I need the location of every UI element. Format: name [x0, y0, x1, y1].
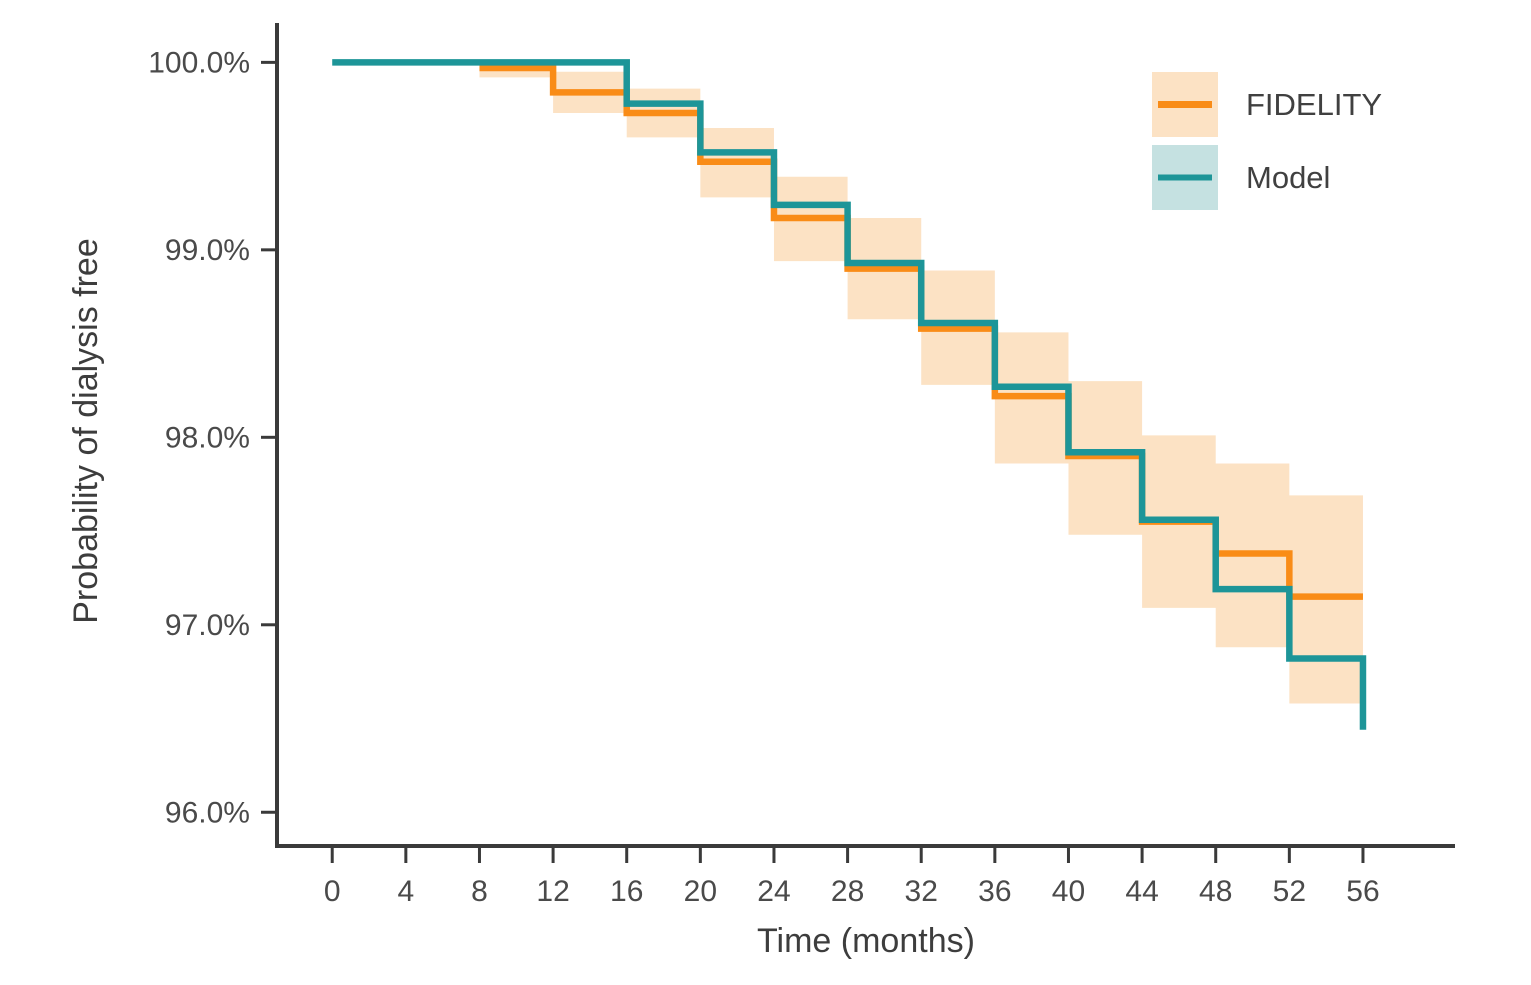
y-axis-title: Probability of dialysis free [67, 238, 105, 624]
x-tick-label: 8 [471, 875, 488, 908]
legend-label-fidelity: FIDELITY [1246, 87, 1382, 122]
step-curves [332, 59, 1367, 730]
x-tick-label: 0 [324, 875, 341, 908]
legend-label-model: Model [1246, 160, 1330, 195]
x-tick-label: 20 [684, 875, 717, 908]
y-tick-label: 97.0% [165, 609, 250, 642]
x-tick-label: 56 [1346, 875, 1379, 908]
x-axis-title: Time (months) [757, 922, 975, 960]
x-tick-label: 52 [1273, 875, 1306, 908]
model-step-line [332, 59, 1367, 730]
x-tick-label: 16 [610, 875, 643, 908]
x-tick-label: 36 [978, 875, 1011, 908]
y-tick-label: 98.0% [165, 421, 250, 454]
y-tick-label: 96.0% [165, 796, 250, 829]
y-tick-label: 99.0% [165, 234, 250, 267]
y-tick-label: 100.0% [148, 46, 250, 79]
y-axis-ticks: 100.0% 99.0% 98.0% 97.0% 96.0% [148, 46, 277, 829]
x-tick-label: 40 [1052, 875, 1085, 908]
x-tick-label: 24 [757, 875, 790, 908]
x-tick-label: 48 [1199, 875, 1232, 908]
x-tick-label: 32 [905, 875, 938, 908]
x-tick-label: 44 [1125, 875, 1158, 908]
x-tick-label: 4 [398, 875, 415, 908]
x-axis-ticks: 0 4 8 12 16 20 24 28 32 36 40 44 48 52 56 [324, 846, 1380, 908]
confidence-band [479, 62, 1363, 704]
x-tick-label: 28 [831, 875, 864, 908]
legend: FIDELITY Model [1152, 72, 1382, 210]
x-tick-label: 12 [536, 875, 569, 908]
